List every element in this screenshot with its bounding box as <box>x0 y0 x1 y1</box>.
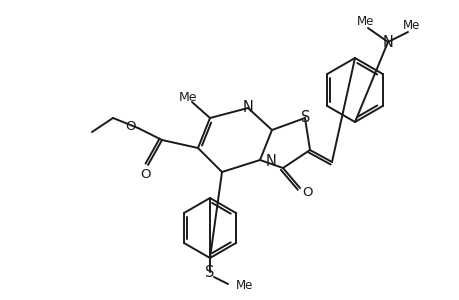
Text: S: S <box>301 110 310 124</box>
Text: O: O <box>140 167 151 181</box>
Text: Me: Me <box>179 91 197 103</box>
Text: Me: Me <box>357 14 374 28</box>
Text: S: S <box>205 266 214 280</box>
Text: Me: Me <box>403 19 420 32</box>
Text: N: N <box>242 100 253 116</box>
Text: N: N <box>265 154 276 169</box>
Text: Me: Me <box>235 280 253 292</box>
Text: O: O <box>302 185 313 199</box>
Text: O: O <box>125 121 136 134</box>
Text: N: N <box>382 34 392 50</box>
